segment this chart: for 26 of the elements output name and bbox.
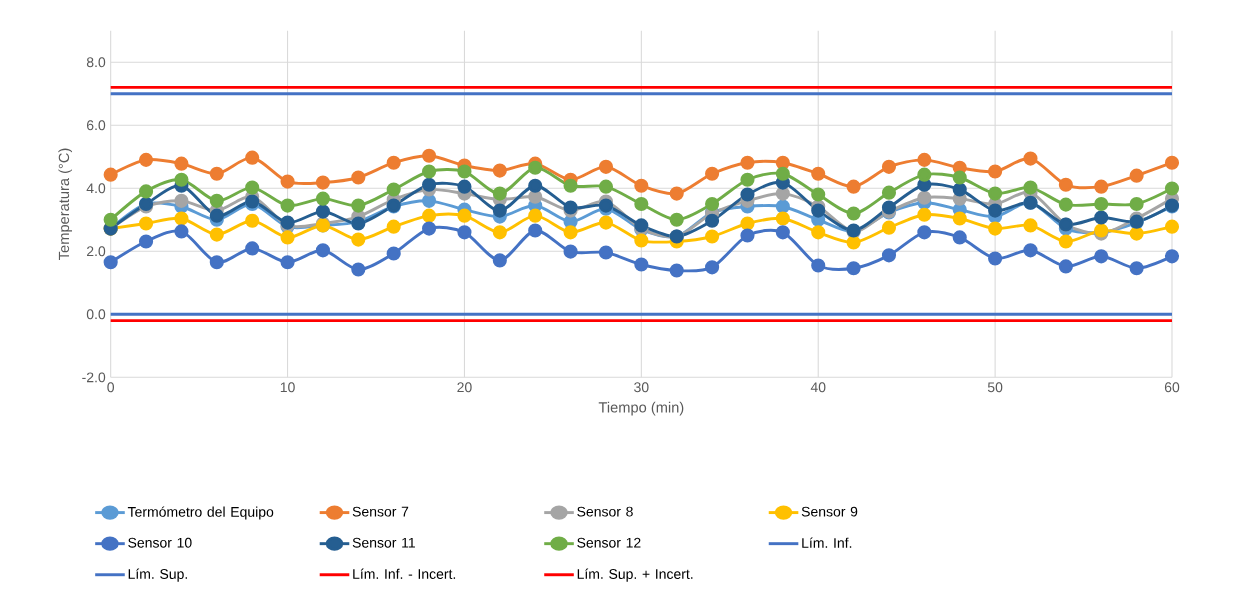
legend-label: Lím. Sup. + Incert. — [577, 568, 693, 582]
legend-label: Sensor 11 — [352, 537, 415, 548]
x-tick-label: 30 — [634, 382, 649, 393]
y-tick-label: 6.0 — [86, 120, 106, 131]
legend-label: Termómetro del Equipo — [127, 506, 274, 520]
x-tick-label: 10 — [280, 382, 295, 393]
y-tick-label: 8.0 — [86, 57, 106, 68]
x-tick-label: 0 — [107, 382, 115, 393]
y-tick-label: -2.0 — [82, 372, 106, 383]
legend-label: Sensor 9 — [801, 506, 858, 517]
x-tick-label: 20 — [457, 382, 472, 393]
legend-label: Sensor 7 — [352, 506, 409, 517]
legend-label: Lím. Inf. - Incert. — [353, 568, 456, 579]
legend-label: Lím. Inf. — [802, 537, 852, 548]
legend-label: Sensor 10 — [128, 537, 192, 548]
legend-label: Lím. Sup. — [128, 568, 187, 582]
legend-label: Sensor 12 — [577, 537, 641, 548]
x-axis-title: Tiempo (min) — [598, 401, 684, 416]
x-tick-label: 40 — [810, 382, 826, 393]
x-tick-label: 60 — [1164, 382, 1180, 393]
x-tick-label: 50 — [987, 382, 1003, 393]
legend-label: Sensor 8 — [577, 506, 633, 517]
y-tick-label: 2.0 — [86, 246, 106, 257]
y-tick-label: 0.0 — [86, 309, 106, 320]
y-axis-title: Temperatura (°C) — [58, 148, 73, 260]
y-tick-label: 4.0 — [86, 183, 106, 194]
